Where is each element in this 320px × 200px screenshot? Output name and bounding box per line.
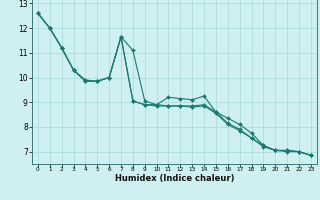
X-axis label: Humidex (Indice chaleur): Humidex (Indice chaleur) xyxy=(115,174,234,183)
